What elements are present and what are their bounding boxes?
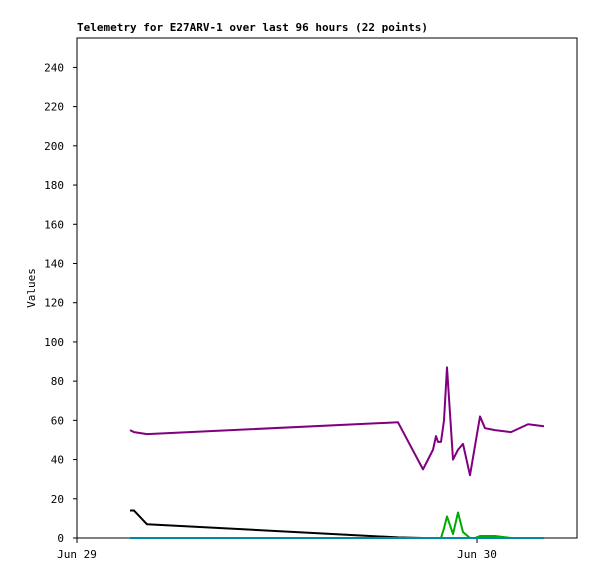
y-tick-label: 100 [44,336,64,349]
y-tick-label: 220 [44,101,64,114]
series-line [129,366,545,477]
x-tick-label: Jun 29 [57,548,97,561]
y-tick-label: 240 [44,61,64,74]
y-tick-label: 20 [51,493,64,506]
y-tick-label: 120 [44,297,64,310]
y-tick-label: 80 [51,375,64,388]
y-tick-label: 60 [51,414,64,427]
plot-frame [76,37,578,539]
x-tick-label: Jun 30 [457,548,497,561]
y-tick-label: 40 [51,454,64,467]
y-tick-label: 200 [44,140,64,153]
y-tick-label: 140 [44,257,64,270]
y-axis-label: Values [25,268,38,308]
y-tick-label: 160 [44,218,64,231]
chart-title: Telemetry for E27ARV-1 over last 96 hour… [77,21,428,34]
series-line [130,509,544,539]
y-tick-label: 0 [57,532,64,545]
y-tick-label: 180 [44,179,64,192]
